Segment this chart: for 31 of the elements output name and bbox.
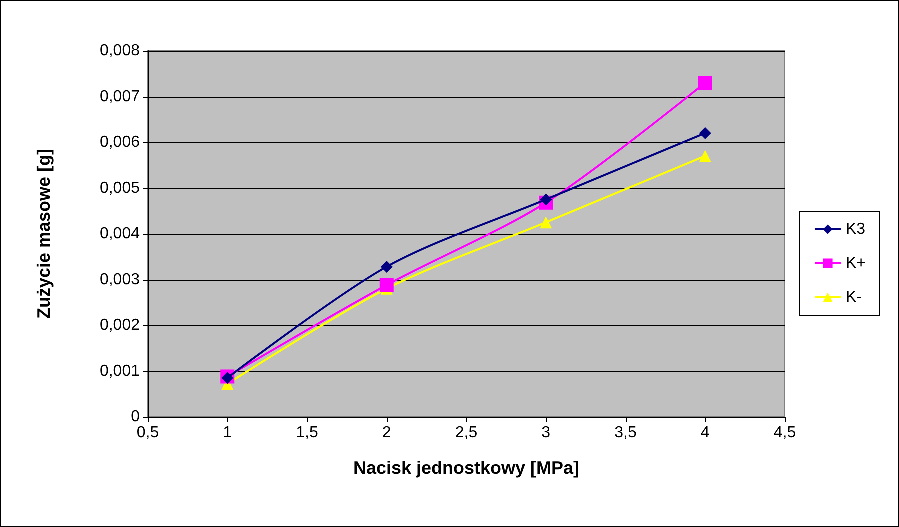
- point: [699, 150, 712, 162]
- x-tick-label: 3,5: [614, 424, 637, 442]
- y-tick-label: 0,001: [100, 362, 140, 380]
- x-tick-label: 4: [700, 424, 710, 442]
- y-tick-label: 0,006: [100, 134, 140, 151]
- legend-label: K+: [846, 255, 866, 272]
- y-tick-label: 0,008: [100, 42, 140, 60]
- point: [380, 278, 394, 292]
- x-tick-label: 0,5: [136, 424, 160, 442]
- x-tick-label: 2: [382, 424, 392, 442]
- point: [698, 76, 712, 90]
- y-tick-label: 0,005: [100, 180, 140, 197]
- y-tick-label: 0,007: [100, 88, 140, 106]
- legend-label: K3: [846, 221, 866, 238]
- point: [380, 260, 393, 273]
- x-tick-label: 4,5: [774, 424, 796, 442]
- x-tick-label: 1,5: [296, 424, 318, 442]
- point: [222, 372, 234, 384]
- y-tick-label: 0,002: [100, 317, 140, 334]
- y-tick-label: 0: [131, 408, 140, 426]
- x-tick-label: 3: [542, 424, 551, 442]
- point: [699, 127, 712, 140]
- y-tick-label: 0,003: [100, 271, 140, 288]
- y-axis-title: Zużycie masowe [g]: [34, 148, 54, 320]
- x-axis-title: Nacisk jednostkowy [MPa]: [353, 458, 580, 478]
- x-tick-label: 2,5: [455, 424, 478, 442]
- legend-label: K-: [846, 289, 862, 306]
- point: [540, 194, 552, 206]
- point: [540, 216, 552, 229]
- y-tick-label: 0,004: [100, 226, 140, 242]
- x-tick-label: 1: [223, 424, 232, 442]
